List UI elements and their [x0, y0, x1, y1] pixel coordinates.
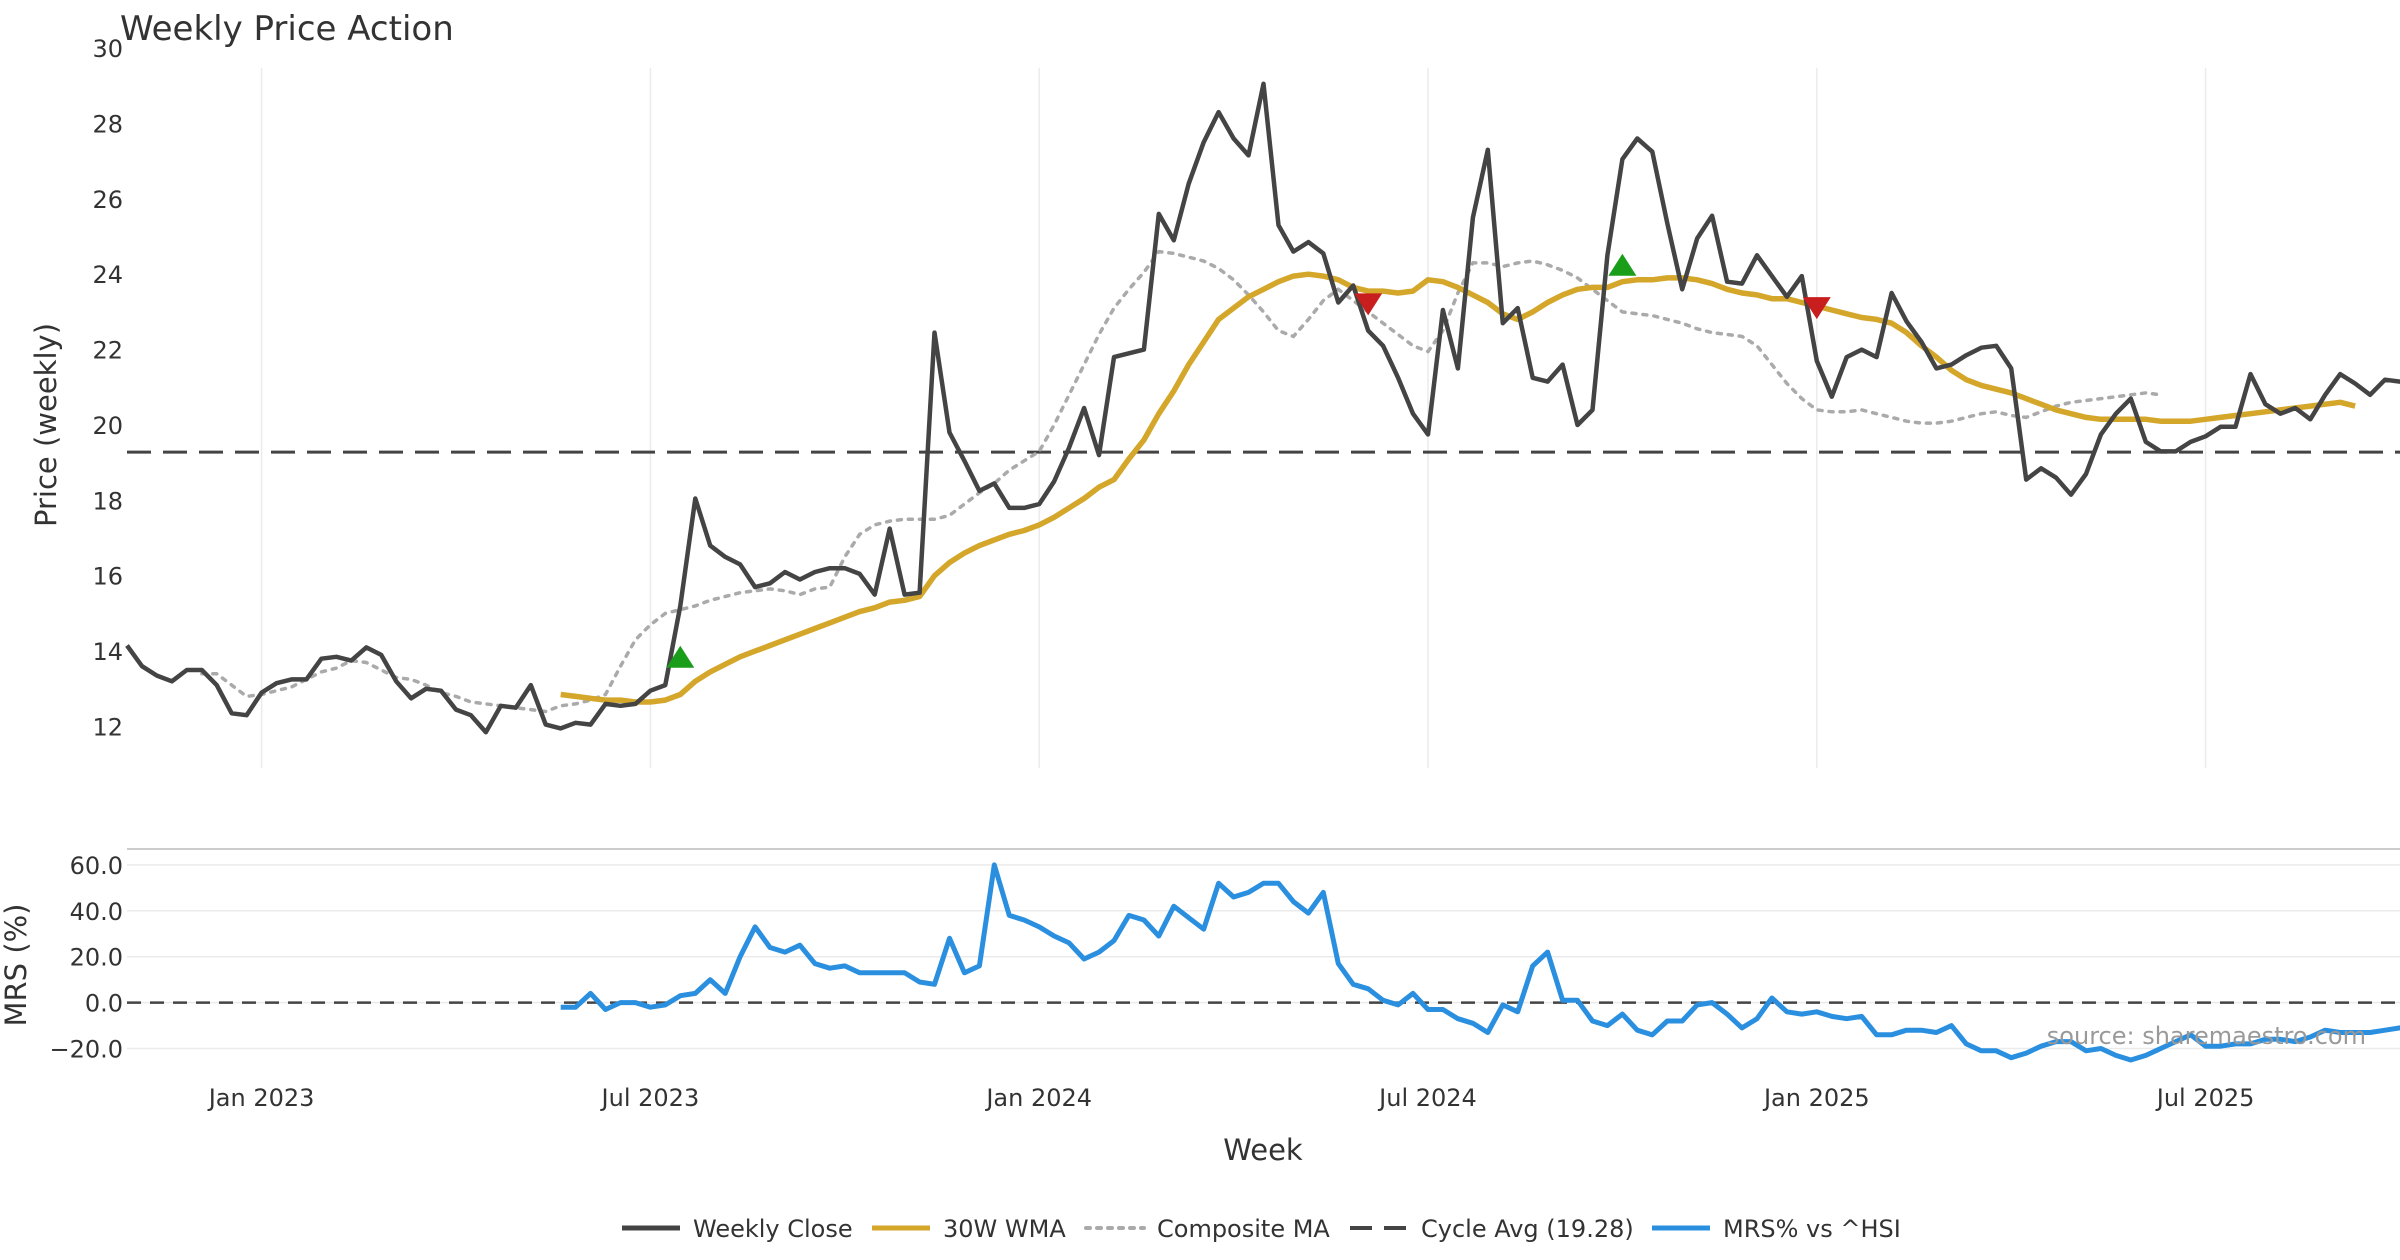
price-y-tick-28: 28: [92, 110, 123, 138]
mrs-y-tick-0: 60.0: [70, 852, 123, 880]
legend-label-2: Composite MA: [1157, 1215, 1330, 1243]
wma-30w-line: [560, 271, 2356, 705]
x-tick-labels: Jan 2023 Jul 2023 Jan 2024 Jul 2024 Jan 2025…: [207, 1084, 2255, 1112]
chart-title: Weekly Price Action: [120, 9, 454, 49]
legend-item-4: MRS% vs ^HSI: [1652, 1215, 1901, 1243]
legend-label-0: Weekly Close: [693, 1215, 853, 1243]
x-tick-4: Jan 2025: [1762, 1084, 1870, 1112]
price-y-tick-16: 16: [92, 563, 123, 591]
mrs-grid: [127, 864, 2400, 1050]
price-y-tick-22: 22: [92, 337, 123, 365]
price-grid: [260, 68, 2207, 768]
x-tick-0: Jan 2023: [207, 1084, 315, 1112]
legend: Weekly Close 30W WMA Composite MA Cycle Avg…: [622, 1215, 1901, 1243]
price-y-tick-labels: 12 14 16 18 20 22 24 26 28 30: [92, 35, 123, 742]
price-y-axis-label: Price (weekly): [29, 323, 63, 527]
legend-label-4: MRS% vs ^HSI: [1723, 1215, 1901, 1243]
weekly-close-line: [125, 81, 2400, 735]
x-tick-3: Jul 2024: [1377, 1084, 1477, 1112]
price-y-tick-18: 18: [92, 487, 123, 515]
mrs-y-tick-labels: 60.0 40.0 20.0 0.0 −20.0: [49, 852, 123, 1064]
legend-label-1: 30W WMA: [943, 1215, 1066, 1243]
mrs-y-tick-4: −20.0: [49, 1036, 123, 1064]
mrs-y-tick-1: 40.0: [70, 898, 123, 926]
composite-ma-line: [200, 249, 2163, 714]
x-tick-2: Jan 2024: [984, 1084, 1092, 1112]
buy-signal-marker-0: [666, 645, 695, 668]
legend-item-3: Cycle Avg (19.28): [1350, 1215, 1634, 1243]
legend-item-1: 30W WMA: [872, 1215, 1066, 1243]
mrs-y-tick-3: 0.0: [85, 990, 123, 1018]
price-y-tick-30: 30: [92, 35, 123, 63]
legend-label-3: Cycle Avg (19.28): [1421, 1215, 1634, 1243]
mrs-line: [560, 862, 2400, 1063]
legend-item-0: Weekly Close: [622, 1215, 853, 1243]
legend-item-2: Composite MA: [1084, 1215, 1330, 1243]
price-y-tick-26: 26: [92, 186, 123, 214]
mrs-y-tick-2: 20.0: [70, 944, 123, 972]
mrs-y-axis-label: MRS (%): [0, 904, 33, 1027]
signal-markers: [666, 253, 1831, 668]
source-label: source: sharemaestro.com: [2047, 1022, 2366, 1050]
price-y-tick-20: 20: [92, 412, 123, 440]
buy-signal-marker-2: [1608, 253, 1637, 276]
sell-signal-marker-3: [1802, 297, 1831, 320]
price-y-tick-24: 24: [92, 261, 123, 289]
x-tick-5: Jul 2025: [2155, 1084, 2255, 1112]
price-y-tick-12: 12: [92, 714, 123, 742]
sell-signal-marker-1: [1354, 293, 1383, 316]
x-axis-label: Week: [1223, 1133, 1303, 1167]
x-tick-1: Jul 2023: [600, 1084, 700, 1112]
price-y-tick-14: 14: [92, 638, 123, 666]
